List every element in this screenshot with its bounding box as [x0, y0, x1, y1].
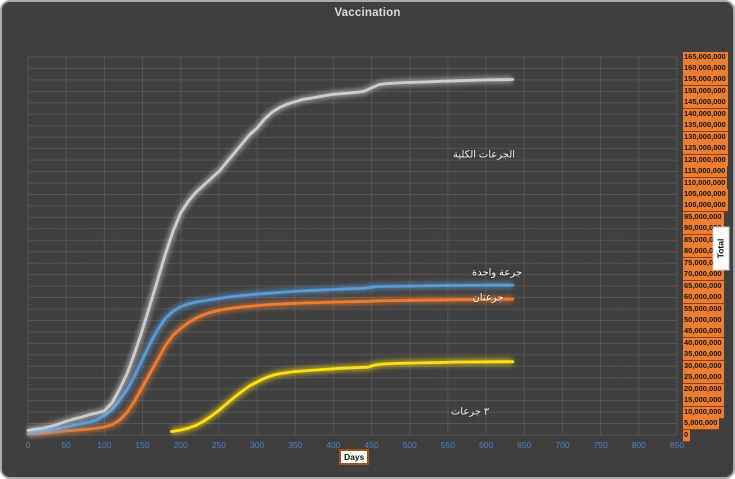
x-tick-label[interactable]: 700: [555, 440, 570, 450]
x-tick-label[interactable]: 500: [402, 440, 417, 450]
y-tick-label[interactable]: 130,000,000: [683, 131, 728, 144]
x-tick-label[interactable]: 200: [173, 440, 188, 450]
series-label-two-doses[interactable]: جرعتان: [472, 292, 504, 304]
y-tick-label[interactable]: 65,000,000: [683, 280, 724, 293]
series-line-three-doses[interactable]: [170, 360, 515, 433]
y-tick-label[interactable]: 160,000,000: [683, 63, 728, 75]
y-tick-label[interactable]: 70,000,000: [683, 269, 724, 282]
x-tick-label[interactable]: 600: [479, 440, 494, 450]
y-tick-label[interactable]: 35,000,000: [683, 349, 724, 362]
chart-title: Vaccination: [334, 7, 401, 19]
y-tick-label[interactable]: 125,000,000: [683, 143, 728, 156]
x-tick-label[interactable]: 150: [135, 440, 150, 450]
x-tick-label[interactable]: 50: [61, 440, 71, 450]
y-tick-label[interactable]: 120,000,000: [683, 154, 728, 167]
x-tick-label[interactable]: 400: [326, 440, 341, 450]
x-tick-label[interactable]: 100: [97, 440, 112, 450]
y-axis-title[interactable]: Total: [712, 226, 730, 271]
y-tick-label[interactable]: 110,000,000: [683, 177, 728, 190]
y-tick-label[interactable]: 25,000,000: [683, 372, 724, 385]
x-tick-label[interactable]: 650: [517, 440, 532, 450]
y-tick-label[interactable]: 150,000,000: [683, 85, 728, 98]
x-tick-label[interactable]: 550: [440, 440, 455, 450]
x-axis-title[interactable]: Days: [339, 449, 370, 465]
series-label-total-doses[interactable]: الجرعات الكلية: [452, 149, 516, 161]
x-tick-label[interactable]: 800: [631, 440, 646, 450]
x-tick-label[interactable]: 350: [288, 440, 303, 450]
y-tick-label[interactable]: 155,000,000: [683, 74, 728, 87]
x-tick-label[interactable]: 300: [250, 440, 265, 450]
y-tick-label[interactable]: 55,000,000: [683, 303, 724, 316]
y-tick-label[interactable]: 145,000,000: [683, 97, 728, 110]
y-tick-label[interactable]: 165,000,000: [683, 51, 728, 64]
y-axis-title-text: Total: [715, 238, 726, 259]
y-tick-label[interactable]: 95,000,000: [683, 211, 724, 224]
x-tick-label[interactable]: 0: [25, 440, 31, 450]
y-tick-label[interactable]: 115,000,000: [683, 166, 728, 178]
series-line-total-doses[interactable]: [26, 78, 515, 432]
y-tick-label[interactable]: 15,000,000: [683, 395, 724, 408]
x-tick-label[interactable]: 750: [593, 440, 608, 450]
y-tick-label[interactable]: 0: [683, 429, 691, 442]
y-tick-label[interactable]: 5,000,000: [683, 418, 720, 430]
y-tick-label[interactable]: 30,000,000: [683, 360, 724, 373]
series-line-two-doses[interactable]: [26, 297, 515, 436]
y-tick-label[interactable]: 10,000,000: [683, 406, 724, 419]
y-tick-label[interactable]: 105,000,000: [683, 189, 728, 201]
y-tick-label[interactable]: 140,000,000: [683, 108, 728, 121]
y-tick-label[interactable]: 50,000,000: [683, 315, 724, 327]
x-tick-label[interactable]: 450: [364, 440, 379, 450]
y-tick-label[interactable]: 100,000,000: [683, 200, 728, 213]
y-tick-label[interactable]: 60,000,000: [683, 292, 724, 304]
series-label-three-doses[interactable]: ٣ جرعات: [450, 406, 490, 418]
series-label-one-dose[interactable]: جرعة واحدة: [471, 267, 523, 279]
y-tick-label[interactable]: 20,000,000: [683, 383, 724, 396]
series-line-one-dose[interactable]: [26, 283, 515, 435]
x-tick-label[interactable]: 850: [669, 440, 685, 450]
y-tick-label[interactable]: 40,000,000: [683, 337, 724, 350]
x-tick-label[interactable]: 250: [211, 440, 226, 450]
y-tick-label[interactable]: 135,000,000: [683, 120, 728, 133]
y-tick-label[interactable]: 45,000,000: [683, 326, 724, 339]
